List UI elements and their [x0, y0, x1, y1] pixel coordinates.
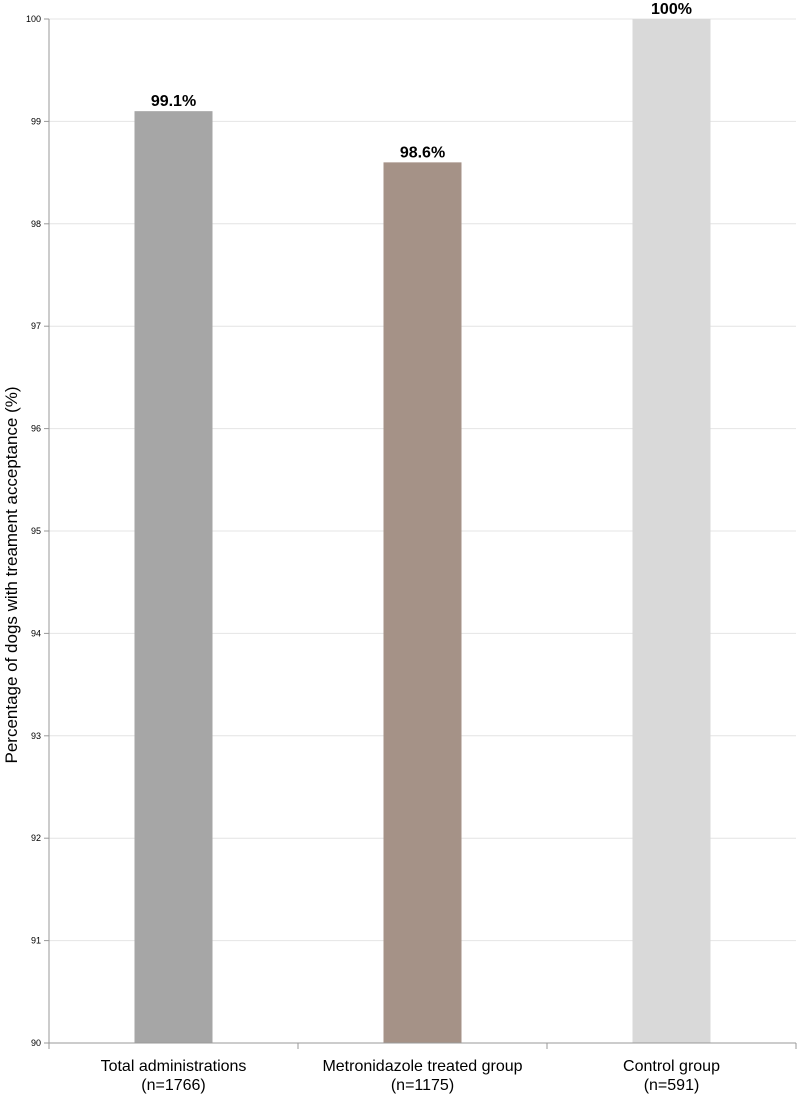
bar	[134, 111, 213, 1043]
y-tick-label: 97	[31, 321, 41, 331]
axes	[44, 18, 797, 1049]
x-category-labels: Total administrations (n=1766) Metronidazo…	[101, 1058, 720, 1094]
y-tick-label: 93	[31, 731, 41, 741]
data-label: 98.6%	[400, 144, 445, 161]
y-tick-label: 98	[31, 219, 41, 229]
y-tick-label: 100	[26, 14, 41, 24]
y-tick-label: 92	[31, 833, 41, 843]
y-tick-label: 99	[31, 116, 41, 126]
x-category-label: Metronidazole treated group	[322, 1058, 522, 1075]
x-category-label: Control group	[623, 1058, 720, 1075]
y-tick-label: 94	[31, 628, 41, 638]
y-tick-label: 95	[31, 526, 41, 536]
x-category-label: Total administrations	[101, 1058, 247, 1075]
y-axis-title: Percentage of dogs with treament accepta…	[2, 386, 21, 763]
bar	[632, 19, 711, 1043]
x-category-label: (n=1766)	[141, 1077, 206, 1094]
x-category-label: (n=591)	[644, 1077, 700, 1094]
data-labels: 99.1% 98.6% 100%	[151, 1, 692, 161]
y-tick-labels: 90 91 92 93 94 95 96 97 98 99 100	[26, 14, 41, 1048]
y-tick-label: 96	[31, 424, 41, 434]
data-label: 100%	[651, 1, 692, 18]
y-tick-label: 91	[31, 936, 41, 946]
bars	[134, 19, 711, 1044]
y-tick-label: 90	[31, 1038, 41, 1048]
bar	[383, 162, 462, 1044]
x-category-label: (n=1175)	[391, 1077, 454, 1094]
data-label: 99.1%	[151, 93, 196, 110]
